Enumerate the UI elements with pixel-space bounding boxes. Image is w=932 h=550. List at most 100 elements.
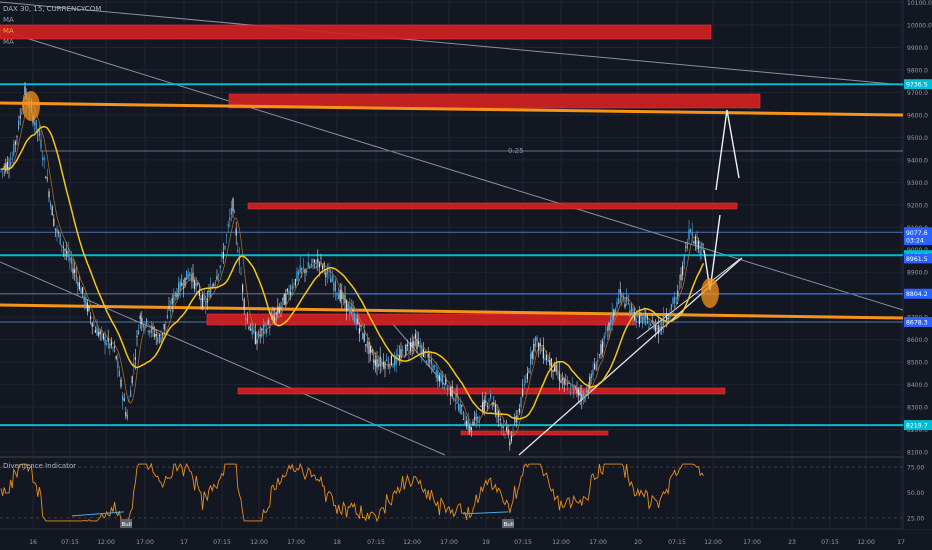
candle-body <box>69 257 71 261</box>
time-tick-label: 12:00 <box>857 539 875 546</box>
price-label-text: 9736.5 <box>906 82 928 89</box>
candle-body <box>290 292 292 296</box>
candle-body <box>128 400 130 402</box>
candle-body <box>21 112 23 114</box>
candle-body <box>517 415 519 420</box>
candle-body <box>610 319 612 325</box>
candle-body <box>406 344 408 346</box>
candle-body <box>219 265 221 269</box>
candle-body <box>336 293 338 296</box>
price-tick-label: 9600.0 <box>907 112 928 119</box>
candle-body <box>322 265 324 269</box>
candle-body <box>166 314 168 319</box>
trendline-upper <box>0 1 904 86</box>
candle-body <box>286 288 288 292</box>
candle-body <box>299 265 301 273</box>
candle-body <box>686 241 688 249</box>
time-tick-label: 17 <box>897 539 905 546</box>
candle-body <box>698 240 700 250</box>
resistance-zone-red <box>460 430 609 436</box>
price-tick-label: 8500.0 <box>907 360 928 367</box>
candle-body <box>462 418 464 420</box>
candle-body <box>624 303 626 308</box>
time-tick-label: 12:00 <box>250 539 268 546</box>
highlight-circle-top <box>22 91 40 121</box>
price-tick-label: 10000.0 <box>907 23 932 30</box>
price-label-box <box>904 317 932 328</box>
candle-body <box>526 373 528 380</box>
candle-body <box>232 198 234 212</box>
ma-label-2[interactable]: MA <box>3 27 14 35</box>
candle-body <box>627 303 629 305</box>
ma-label-1[interactable]: MA <box>3 16 14 24</box>
candle-body <box>184 277 186 287</box>
candle-body <box>390 355 392 365</box>
candle-body <box>656 328 658 330</box>
candle-body <box>506 427 508 431</box>
candle-body <box>659 327 661 331</box>
candle-body <box>333 283 335 291</box>
candle-body <box>578 388 580 396</box>
candle-body <box>474 417 476 420</box>
ma-label-3[interactable]: MA <box>3 38 14 46</box>
candle-body <box>307 262 309 268</box>
candle-body <box>598 354 600 356</box>
candle-body <box>395 354 397 365</box>
candle-body <box>638 312 640 325</box>
candle-body <box>502 425 504 428</box>
candle-body <box>366 340 368 349</box>
candle-body <box>430 358 432 365</box>
candle-body <box>370 345 372 353</box>
candle-body <box>270 317 272 319</box>
candle-body <box>674 296 676 304</box>
candle-body <box>494 403 496 413</box>
candle-body <box>310 263 312 267</box>
candle-body <box>480 406 482 407</box>
fib-level-label: 0.25 <box>508 147 524 155</box>
candle-body <box>35 119 37 130</box>
candle-body <box>317 259 319 263</box>
time-tick-label: 07:15 <box>213 539 231 546</box>
candle-body <box>186 270 188 281</box>
candle-body <box>38 130 40 137</box>
candle-body <box>72 268 74 274</box>
indicator-tick-label: 50.00 <box>907 490 924 497</box>
candle-body <box>550 358 552 371</box>
candle-body <box>309 266 311 268</box>
price-tick-label: 9700.0 <box>907 90 928 97</box>
candle-body <box>448 386 450 387</box>
candle-body <box>262 325 264 334</box>
price-tick-label: 10100.0 <box>907 0 932 7</box>
candle-body <box>362 332 364 339</box>
candle-body <box>254 331 256 344</box>
candle-body <box>467 419 469 430</box>
candle-body <box>189 272 191 276</box>
candle-body <box>434 365 436 367</box>
candle-body <box>227 224 229 227</box>
candle-body <box>83 295 85 303</box>
divergence-line-1 <box>71 511 125 517</box>
candle-body <box>229 217 231 221</box>
candle-body <box>302 267 304 269</box>
candle-body <box>245 317 247 321</box>
indicator-title[interactable]: Divergence Indicator <box>3 462 77 470</box>
candle-body <box>16 135 18 137</box>
candle-body <box>669 314 671 317</box>
candle-body <box>546 355 548 361</box>
candle-body <box>496 412 498 414</box>
candle-body <box>272 314 274 320</box>
candle-body <box>67 250 69 258</box>
indicator-tick-label: 75.00 <box>907 465 924 472</box>
candle-body <box>413 341 415 347</box>
candle-body <box>605 332 607 333</box>
candle-body <box>178 282 180 296</box>
candle-body <box>613 309 615 317</box>
candle-body <box>347 303 349 311</box>
candle-body <box>109 343 111 349</box>
candle-body <box>597 359 599 362</box>
candle-body <box>192 272 194 282</box>
candle-body <box>672 297 674 304</box>
candle-body <box>381 361 383 364</box>
